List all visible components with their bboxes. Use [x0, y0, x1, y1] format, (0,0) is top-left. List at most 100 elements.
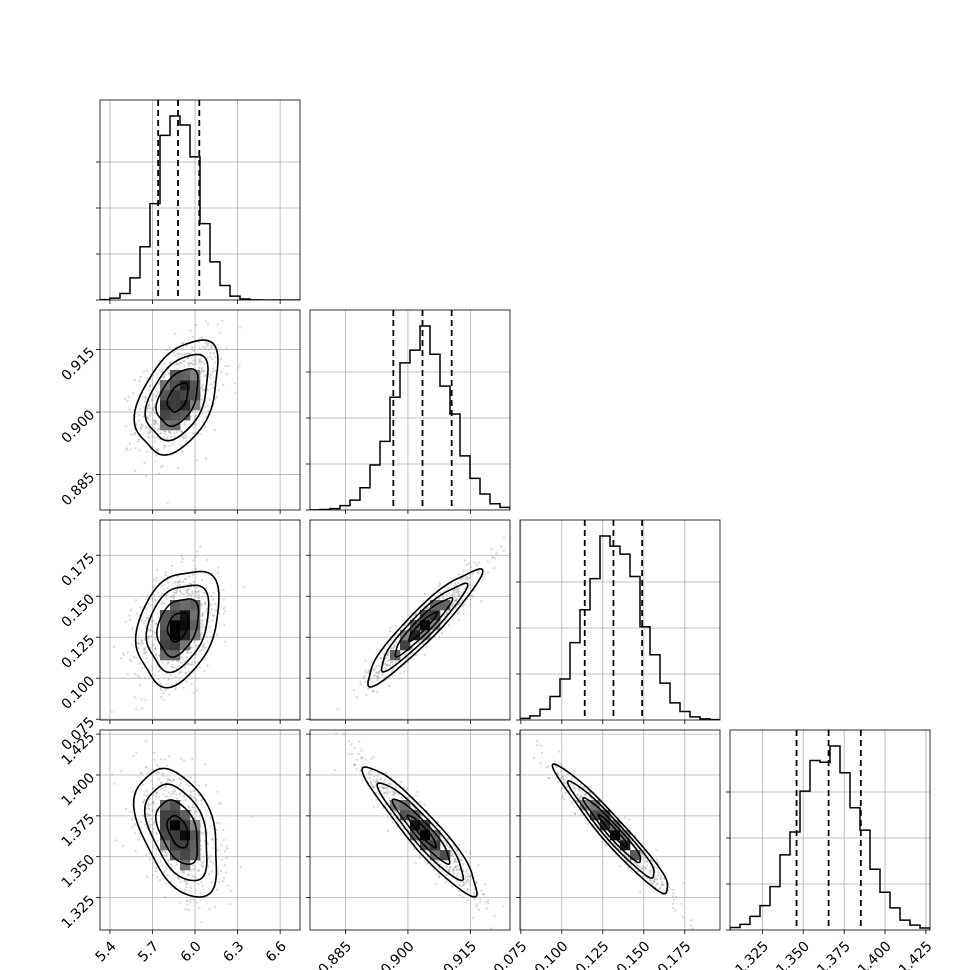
scatter-point: [573, 770, 576, 773]
scatter-point: [202, 370, 205, 373]
scatter-point: [406, 787, 409, 790]
scatter-point: [502, 549, 505, 552]
x-tick-label-p3: 1.350: [773, 938, 813, 970]
scatter-point: [198, 359, 201, 362]
scatter-point: [219, 802, 222, 805]
scatter-point: [574, 812, 577, 815]
scatter-point: [189, 794, 192, 797]
scatter-point: [210, 881, 213, 884]
scatter-point: [367, 773, 370, 776]
scatter-point: [423, 803, 426, 806]
scatter-point: [384, 668, 387, 671]
scatter-point: [181, 871, 185, 874]
scatter-point: [446, 593, 449, 596]
scatter-point: [211, 870, 214, 873]
scatter-point: [562, 798, 566, 801]
scatter-point: [466, 873, 470, 876]
scatter-point: [661, 883, 664, 886]
scatter-point: [166, 795, 169, 798]
scatter-point: [576, 793, 579, 797]
scatter-point: [184, 879, 187, 883]
scatter-point: [649, 879, 652, 882]
scatter-point: [147, 628, 150, 631]
scatter-point: [220, 844, 223, 847]
scatter-point: [453, 591, 456, 594]
scatter-point: [144, 652, 147, 655]
scatter-point: [646, 864, 649, 867]
scatter-point: [161, 661, 164, 664]
scatter-point: [155, 579, 158, 582]
scatter-point: [394, 786, 398, 789]
scatter-point: [166, 370, 169, 373]
scatter-point: [453, 866, 456, 869]
scatter-point: [179, 590, 182, 594]
scatter-point: [161, 850, 164, 853]
histogram-panel-p0: [96, 99, 301, 301]
scatter-point: [206, 388, 209, 391]
scatter-point: [132, 391, 135, 394]
scatter-point: [368, 777, 371, 780]
scatter-point: [492, 556, 495, 559]
scatter-point: [125, 447, 129, 450]
scatter-point: [178, 793, 181, 796]
density-block: [180, 640, 191, 651]
scatter-point: [251, 815, 254, 818]
scatter-point: [449, 849, 453, 852]
scatter-point: [691, 927, 694, 930]
scatter-point: [134, 849, 137, 853]
scatter-point: [177, 581, 180, 584]
scatter-point: [138, 449, 141, 452]
scatter-point: [454, 598, 457, 601]
contour-2sigma: [551, 763, 669, 895]
scatter-point: [151, 435, 154, 438]
scatter-point: [167, 859, 170, 862]
scatter-point: [210, 619, 214, 622]
scatter-point: [141, 424, 144, 427]
scatter-point: [114, 839, 117, 842]
scatter-point: [157, 677, 160, 680]
scatter-point: [469, 565, 473, 569]
density-block: [160, 630, 171, 641]
scatter-point: [202, 612, 205, 616]
scatter-point: [222, 598, 225, 601]
scatter-point: [462, 570, 465, 573]
density-block: [170, 400, 181, 411]
scatter-point: [204, 784, 208, 787]
scatter-point: [137, 647, 140, 650]
scatter-point: [152, 630, 155, 633]
scatter-point: [128, 442, 131, 445]
scatter-point: [166, 873, 169, 877]
scatter-point: [401, 820, 404, 823]
density-block: [430, 610, 441, 621]
scatter-point: [189, 789, 192, 792]
scatter-point: [211, 517, 213, 519]
scatter-point: [222, 589, 225, 592]
scatter-point: [200, 386, 203, 389]
scatter-point: [167, 777, 170, 780]
x-tick-label-p3: 1.425: [896, 938, 936, 970]
scatter-point: [229, 903, 232, 906]
scatter-point: [143, 622, 146, 625]
scatter-point: [163, 786, 166, 789]
scatter-point: [414, 808, 417, 811]
scatter-point: [140, 639, 144, 642]
scatter-point: [672, 898, 676, 901]
scatter-point: [586, 788, 589, 792]
scatter-point: [648, 878, 651, 881]
scatter-point: [187, 362, 190, 365]
scatter-point: [209, 854, 212, 857]
scatter-point: [199, 360, 202, 363]
contour-0.5sigma: [597, 813, 628, 848]
density-block: [190, 620, 201, 631]
scatter-point: [338, 724, 340, 726]
scatter-point: [335, 732, 338, 735]
scatter-point: [129, 810, 132, 813]
scatter-point: [217, 802, 220, 805]
scatter-point: [153, 423, 156, 426]
scatter-point: [190, 646, 193, 649]
scatter-point: [445, 611, 448, 614]
density-block: [170, 380, 181, 391]
scatter-point: [193, 355, 196, 358]
scatter-point: [222, 607, 225, 610]
scatter-point: [625, 859, 628, 862]
